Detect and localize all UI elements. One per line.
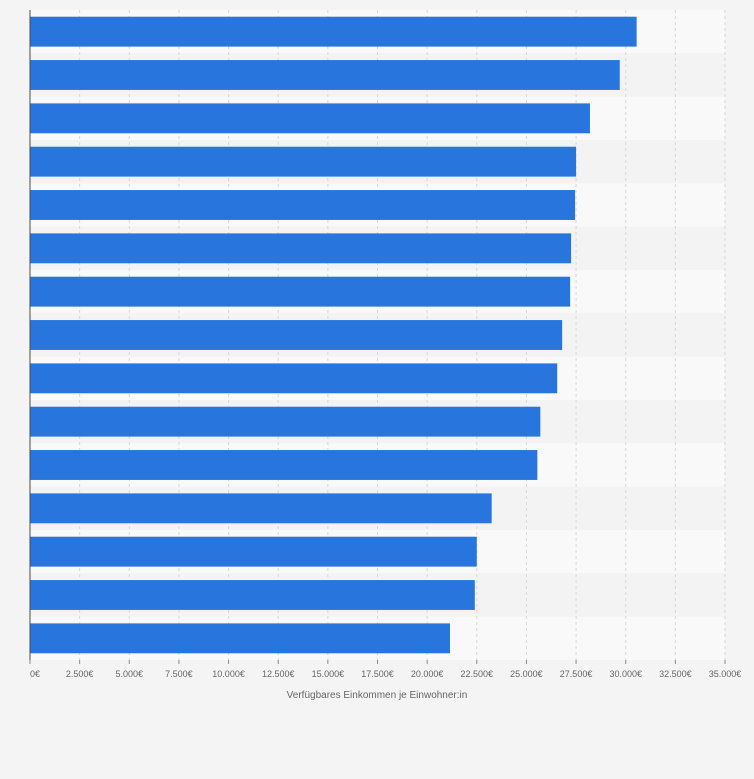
x-tick-label: 0€ xyxy=(30,669,40,679)
x-tick-label: 2.500€ xyxy=(66,669,94,679)
bar[interactable] xyxy=(30,190,576,220)
bar[interactable] xyxy=(30,536,477,567)
x-tick-label: 25.000€ xyxy=(510,669,543,679)
bar[interactable] xyxy=(30,363,558,394)
x-tick-label: 27.500€ xyxy=(560,669,593,679)
bar[interactable] xyxy=(30,623,450,654)
x-tick-label: 5.000€ xyxy=(116,669,144,679)
x-tick-label: 20.000€ xyxy=(411,669,444,679)
x-tick-label: 22.500€ xyxy=(461,669,494,679)
x-axis-label: Verfügbares Einkommen je Einwohner:in xyxy=(287,690,468,701)
bar[interactable] xyxy=(30,493,492,524)
x-tick-label: 32.500€ xyxy=(659,669,692,679)
bar[interactable] xyxy=(30,60,620,90)
bar[interactable] xyxy=(30,320,563,350)
bar[interactable] xyxy=(30,406,541,437)
bar[interactable] xyxy=(30,16,637,47)
bar[interactable] xyxy=(30,233,572,264)
x-tick-label: 35.000€ xyxy=(709,669,742,679)
x-tick-label: 7.500€ xyxy=(165,669,193,679)
bar[interactable] xyxy=(30,450,538,480)
x-tick-label: 12.500€ xyxy=(262,669,295,679)
bar[interactable] xyxy=(30,580,475,610)
x-tick-label: 10.000€ xyxy=(212,669,245,679)
x-tick-label: 30.000€ xyxy=(609,669,642,679)
x-tick-label: 15.000€ xyxy=(312,669,345,679)
x-tick-label: 17.500€ xyxy=(361,669,394,679)
bar[interactable] xyxy=(30,103,590,134)
footer-area xyxy=(0,712,754,779)
bar-chart: 0€ 2.500€ 5.000€ 7.500€ 10.000€ 12.500€ 15.000… xyxy=(29,10,742,701)
bar[interactable] xyxy=(30,146,577,177)
bar[interactable] xyxy=(30,276,571,307)
